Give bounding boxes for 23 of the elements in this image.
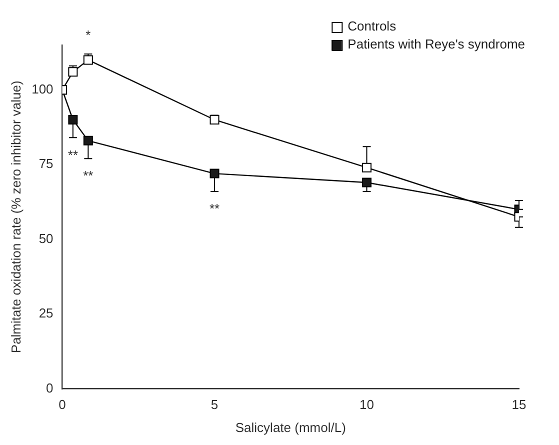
point [83, 55, 93, 65]
annotation: ** [68, 147, 78, 162]
point [210, 114, 220, 124]
y-tick-label: 50 [38, 230, 54, 246]
point [68, 67, 78, 77]
y-tick-label: 75 [38, 156, 54, 172]
point [210, 168, 220, 178]
point [83, 136, 93, 146]
y-tick-label: 100 [32, 81, 54, 96]
y-tick-label: 25 [38, 306, 54, 321]
annotation: * [86, 28, 91, 43]
annotation: ** [83, 168, 94, 184]
x-tick-label: 10 [360, 397, 374, 412]
y-axis-title: Palmitate oxidation rate (% zero inhibitor value) [8, 80, 24, 354]
legend-label: Controls [348, 18, 397, 34]
x-tick-label: 5 [210, 397, 218, 412]
point [68, 114, 78, 124]
annotation: ** [209, 201, 220, 216]
x-axis-title: Salicylate (mmol/L) [235, 420, 346, 435]
x-tick-label: 0 [58, 397, 66, 412]
x-tick-label: 15 [512, 397, 526, 412]
legend-label: Patients with Reye's syndrome [348, 36, 526, 52]
y-tick-label: 0 [46, 380, 54, 396]
